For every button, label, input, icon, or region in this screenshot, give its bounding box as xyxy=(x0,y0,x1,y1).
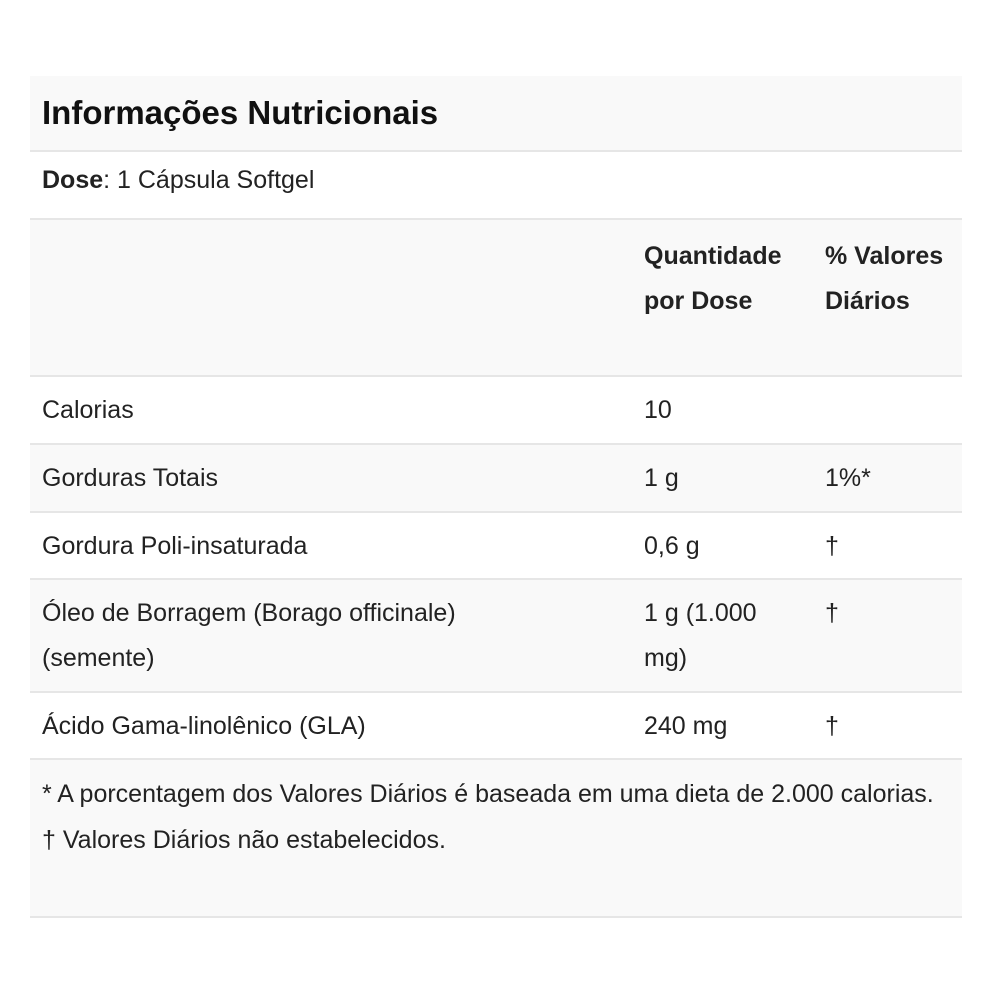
header-row: Quantidade por Dose % Valores Diários xyxy=(30,220,962,377)
nutrient-name: Calorias xyxy=(42,396,134,424)
table-title: Informações Nutricionais xyxy=(30,76,962,152)
footnote-not-established: † Valores Diários não estabelecidos. xyxy=(42,826,446,854)
header-nutrient xyxy=(30,234,644,375)
nutrient-dv: † xyxy=(825,599,839,627)
nutrient-amount: 1 g xyxy=(644,464,679,492)
header-daily-value: % Valores Diários xyxy=(825,242,944,315)
table-row: Óleo de Borragem (Borago officinale) (se… xyxy=(30,580,962,693)
dose-row: Dose: 1 Cápsula Softgel xyxy=(30,152,962,220)
nutrition-facts-table: Informações Nutricionais Dose: 1 Cápsula… xyxy=(30,76,962,918)
nutrient-name: Gordura Poli-insaturada xyxy=(42,532,308,560)
nutrient-dv xyxy=(825,388,950,443)
nutrient-name: Ácido Gama-linolênico (GLA) xyxy=(42,712,366,740)
table-row: Gorduras Totais 1 g 1%* xyxy=(30,445,962,513)
nutrient-amount: 10 xyxy=(644,396,672,424)
dose-label: Dose xyxy=(42,166,104,194)
nutrient-amount: 240 mg xyxy=(644,712,728,740)
nutrient-dv: † xyxy=(825,712,839,740)
footnote-daily-value: * A porcentagem dos Valores Diários é ba… xyxy=(42,780,934,808)
table-row: Ácido Gama-linolênico (GLA) 240 mg † xyxy=(30,693,962,760)
nutrient-name: Óleo de Borragem (Borago officinale) (se… xyxy=(42,599,456,672)
nutrient-name: Gorduras Totais xyxy=(42,464,219,492)
dose-value: : 1 Cápsula Softgel xyxy=(103,166,315,194)
header-amount: Quantidade por Dose xyxy=(644,242,782,315)
nutrient-amount: 0,6 g xyxy=(644,532,700,560)
nutrient-dv: 1%* xyxy=(825,464,871,492)
footnotes: * A porcentagem dos Valores Diários é ba… xyxy=(30,760,962,918)
table-row: Calorias 10 xyxy=(30,377,962,445)
nutrient-amount: 1 g (1.000 mg) xyxy=(644,599,757,672)
nutrient-dv: † xyxy=(825,532,839,560)
table-row: Gordura Poli-insaturada 0,6 g † xyxy=(30,513,962,580)
